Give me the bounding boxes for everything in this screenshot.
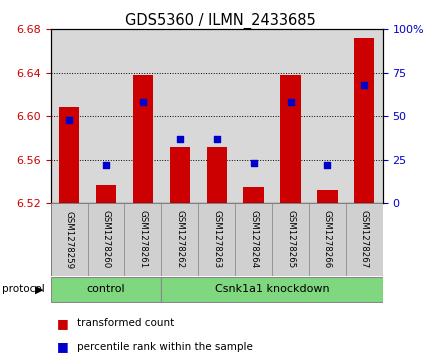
Bar — [133, 75, 153, 203]
Bar — [88, 203, 125, 276]
Bar — [96, 185, 116, 203]
Bar — [235, 203, 272, 276]
Text: GSM1278260: GSM1278260 — [102, 211, 110, 269]
Bar — [272, 203, 309, 276]
Point — [287, 99, 294, 105]
Point — [250, 160, 257, 166]
Point — [103, 162, 110, 168]
Text: GSM1278261: GSM1278261 — [138, 211, 147, 269]
Bar — [317, 190, 337, 203]
Point — [213, 136, 220, 142]
Bar — [170, 147, 190, 203]
Point — [139, 99, 147, 105]
Text: ■: ■ — [57, 340, 69, 353]
Text: control: control — [87, 285, 125, 294]
Text: GDS5360 / ILMN_2433685: GDS5360 / ILMN_2433685 — [125, 13, 315, 29]
Bar — [206, 147, 227, 203]
Bar — [51, 277, 161, 302]
Text: ▶: ▶ — [34, 285, 43, 294]
Text: GSM1278267: GSM1278267 — [360, 211, 369, 269]
Text: GSM1278259: GSM1278259 — [65, 211, 73, 269]
Bar — [243, 187, 264, 203]
Bar — [125, 203, 161, 276]
Text: GSM1278263: GSM1278263 — [212, 211, 221, 269]
Bar — [346, 203, 383, 276]
Text: ■: ■ — [57, 317, 69, 330]
Text: GSM1278262: GSM1278262 — [175, 211, 184, 269]
Text: Csnk1a1 knockdown: Csnk1a1 knockdown — [215, 285, 330, 294]
Text: GSM1278264: GSM1278264 — [249, 211, 258, 269]
Bar — [198, 203, 235, 276]
Bar — [59, 107, 79, 203]
Text: transformed count: transformed count — [77, 318, 174, 328]
Bar — [280, 75, 301, 203]
Bar — [354, 38, 374, 203]
Bar — [309, 203, 346, 276]
Point — [361, 82, 368, 88]
Bar — [161, 203, 198, 276]
Bar — [51, 203, 88, 276]
Text: GSM1278265: GSM1278265 — [286, 211, 295, 269]
Point — [324, 162, 331, 168]
Point — [66, 117, 73, 123]
Point — [176, 136, 183, 142]
Text: percentile rank within the sample: percentile rank within the sample — [77, 342, 253, 352]
Text: GSM1278266: GSM1278266 — [323, 211, 332, 269]
Bar — [161, 277, 383, 302]
Text: protocol: protocol — [2, 285, 45, 294]
